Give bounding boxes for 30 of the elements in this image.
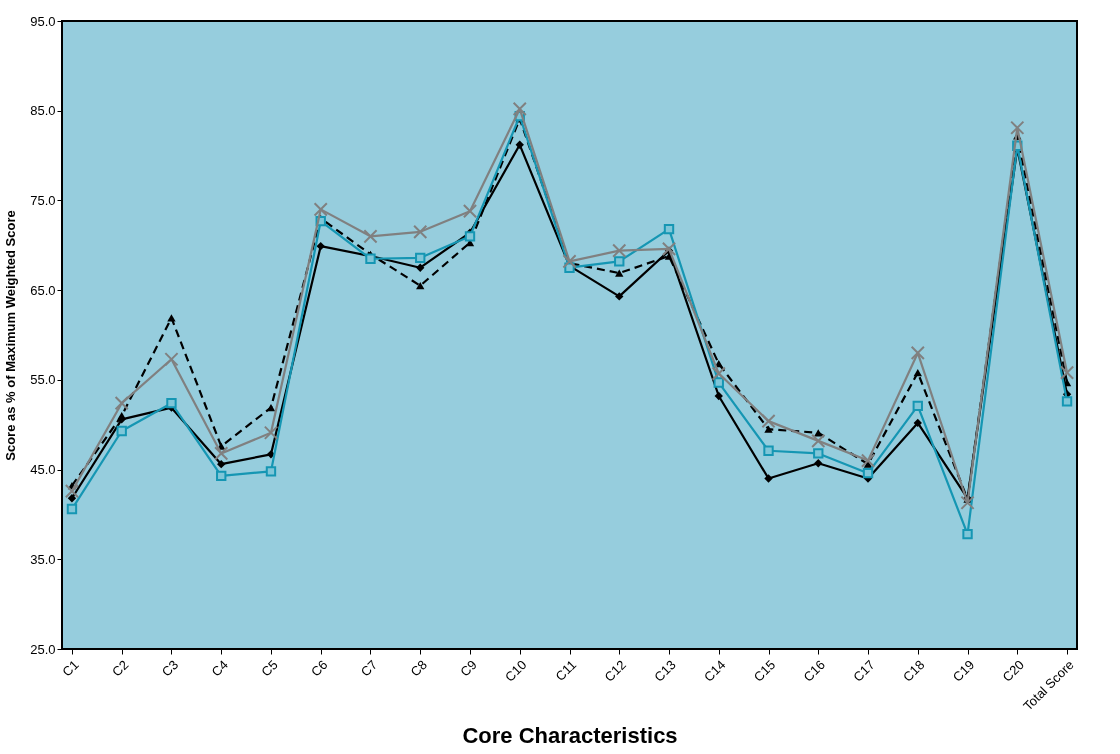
- y-tick-label: 75.0: [30, 192, 56, 208]
- x-tick-label: C20: [999, 657, 1027, 685]
- y-tick-label: 55.0: [30, 372, 56, 388]
- x-tick-label: C9: [457, 657, 480, 680]
- x-tick-label: C13: [651, 657, 679, 685]
- y-axis-title: Score as % of Maximum Weighted Score: [3, 210, 19, 461]
- y-tick-label: 95.0: [30, 13, 56, 29]
- y-tick-label: 65.0: [30, 282, 56, 298]
- x-tick-label: C6: [308, 657, 331, 680]
- x-tick-label: C15: [750, 657, 779, 685]
- x-tick-label: C16: [800, 657, 828, 685]
- x-tick-label: C4: [208, 657, 231, 680]
- x-tick-label: C18: [900, 657, 928, 685]
- x-tick-label: C7: [357, 657, 381, 680]
- y-tick-label: 85.0: [30, 103, 56, 119]
- x-tick-label: C8: [407, 657, 430, 680]
- x-tick-label: C5: [258, 657, 281, 680]
- y-tick-label: 35.0: [30, 551, 56, 567]
- x-tick-label: C11: [552, 657, 580, 684]
- x-tick-label: C3: [158, 657, 182, 680]
- x-axis-title: Core Characteristics: [462, 722, 678, 748]
- x-tick-label: C14: [700, 657, 729, 685]
- x-tick-label: C19: [949, 657, 978, 685]
- x-tick-label: C10: [501, 657, 530, 685]
- x-tick-label: C17: [850, 657, 878, 685]
- y-tick-label: 25.0: [30, 641, 56, 657]
- y-tick-label: 45.0: [30, 462, 56, 478]
- x-tick-label: C12: [601, 657, 629, 685]
- x-tick-label: C1: [59, 657, 82, 680]
- x-tick-label: C2: [109, 657, 132, 680]
